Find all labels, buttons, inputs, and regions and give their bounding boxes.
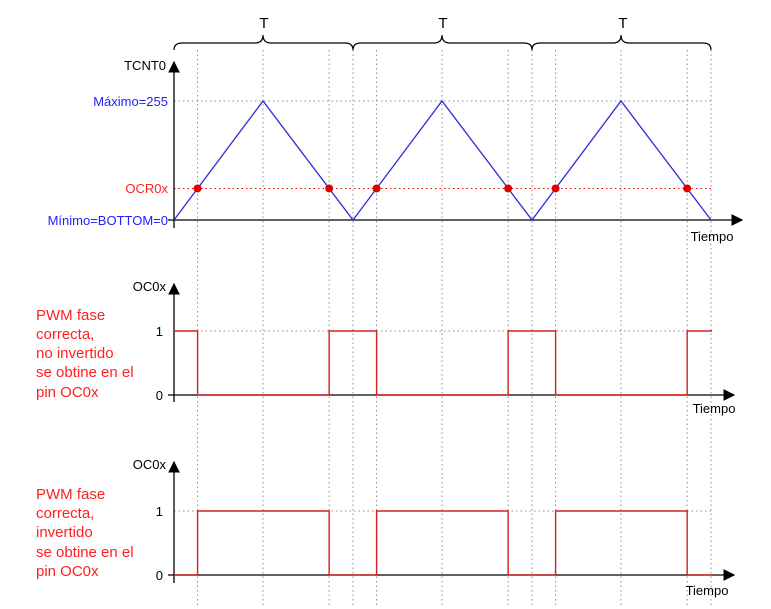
noninverted-note-line-4: se obtine en el <box>36 364 134 381</box>
counter-triangle-wave <box>173 99 712 222</box>
noninverted-y-axis-label: OC0x <box>133 279 167 294</box>
inverted-x-axis-label: Tiempo <box>686 583 729 598</box>
max-label: Máximo=255 <box>93 94 168 109</box>
counter-x-axis-label: Tiempo <box>691 229 734 244</box>
period-braces <box>173 34 712 51</box>
noninverted-output-wave <box>174 330 712 396</box>
grid-lines <box>174 50 712 606</box>
period-label-1: T <box>259 15 268 32</box>
noninverted-high-label: 1 <box>156 324 163 339</box>
period-label-2: T <box>438 15 447 32</box>
inverted-note-line-2: correcta, <box>36 505 94 522</box>
inverted-output-wave <box>174 510 712 576</box>
compare-match-dot <box>325 184 334 193</box>
compare-match-dot <box>683 184 692 193</box>
inverted-high-label: 1 <box>156 504 163 519</box>
inverted-note-line-5: pin OC0x <box>36 563 99 580</box>
inverted-low-label: 0 <box>156 568 163 583</box>
noninverted-x-axis-label: Tiempo <box>693 401 736 416</box>
inverted-note-line-1: PWM fase <box>36 486 105 503</box>
compare-match-dot <box>193 184 202 193</box>
noninverted-note-line-1: PWM fase <box>36 307 105 324</box>
noninverted-note-line-2: correcta, <box>36 326 94 343</box>
noninverted-note-line-5: pin OC0x <box>36 384 99 401</box>
inverted-note-line-3: invertido <box>36 524 93 541</box>
compare-match-dot <box>504 184 513 193</box>
period-label-3: T <box>618 15 627 32</box>
period-brace <box>352 34 533 51</box>
compare-match-points <box>193 184 692 193</box>
counter-y-axis-label: TCNT0 <box>124 58 166 73</box>
compare-label: OCR0x <box>125 181 168 196</box>
period-brace <box>531 34 712 51</box>
counter-plot: TCNT0 Tiempo Máximo=255 OCR0x Mínimo=BOT… <box>48 58 744 244</box>
noninverted-plot: OC0x Tiempo 1 0 PWM fase correcta, no in… <box>36 279 735 416</box>
noninverted-low-label: 0 <box>156 388 163 403</box>
inverted-note-line-4: se obtine en el <box>36 544 134 561</box>
inverted-y-axis-label: OC0x <box>133 457 167 472</box>
min-label: Mínimo=BOTTOM=0 <box>48 213 168 228</box>
noninverted-note-line-3: no invertido <box>36 345 114 362</box>
period-brace <box>173 34 354 51</box>
compare-match-dot <box>372 184 381 193</box>
compare-match-dot <box>551 184 560 193</box>
inverted-plot: OC0x Tiempo 1 0 PWM fase correcta, inver… <box>36 457 736 598</box>
